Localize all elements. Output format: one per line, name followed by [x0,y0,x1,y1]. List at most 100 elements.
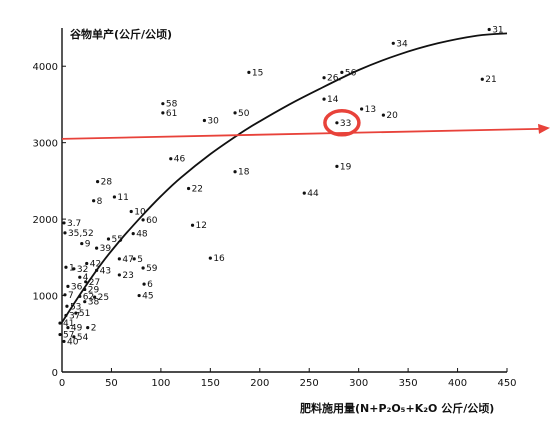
data-point: 12 [190,221,207,231]
point-label: 1 [69,263,75,273]
point-dot [83,300,87,304]
point-dot [117,257,121,261]
point-label: 54 [77,333,89,343]
y-tick-label: 1000 [33,292,58,303]
point-label: 48 [136,230,148,240]
point-dot [322,76,326,80]
point-dot [142,282,146,286]
point-dot [169,157,173,161]
point-label: 9 [85,240,91,250]
point-dot [58,321,62,325]
point-label: 45 [142,292,153,302]
data-point: 4 [78,273,89,283]
point-label: 4 [83,273,89,283]
annotations [61,109,550,140]
data-point: 56 [340,68,357,78]
point-label: 33 [340,119,351,129]
point-dot [65,304,69,308]
point-dot [66,284,70,288]
point-dot [190,223,195,227]
point-dot [161,102,165,106]
point-dot [247,70,251,74]
point-dot [141,218,145,222]
x-tick-label: 350 [399,378,418,389]
point-dot [92,199,96,203]
point-dot [161,111,165,115]
point-label: 61 [166,109,177,119]
data-point: 20 [381,111,398,121]
point-label: 56 [345,68,357,78]
point-label: 39 [100,244,112,254]
point-label: 10 [134,207,146,217]
axes [61,28,507,373]
point-label: 55 [111,235,122,245]
point-label: 47 [122,255,133,265]
x-tick-label: 150 [201,378,220,389]
point-label: 12 [196,221,207,231]
point-label: 51 [79,309,90,319]
point-dot [85,261,89,266]
data-point: 40 [62,337,79,347]
point-label: 22 [192,185,203,195]
point-dot [66,326,70,330]
point-label: 13 [365,105,376,115]
point-dot [137,293,141,298]
point-label: 25 [98,293,109,303]
data-point: 55 [106,235,123,245]
x-tick-label: 400 [448,378,467,389]
data-point: 15 [247,68,263,78]
point-label: 32 [77,265,88,275]
data-point: 31 [487,26,504,36]
y-tick-label: 4000 [33,62,58,73]
x-tick-label: 50 [105,378,118,389]
point-label: 50 [238,109,250,119]
point-label: 38 [88,298,100,308]
trend-curve-layer [61,32,508,323]
point-dot [132,257,136,261]
point-dot [93,295,97,299]
data-point: 62 [78,292,94,302]
data-point: 11 [112,193,129,203]
point-label: 3.7 [67,219,81,229]
point-label: 58 [166,100,178,110]
point-dot [62,221,66,225]
data-point: 47 [117,255,134,265]
x-tick-label: 250 [300,378,319,389]
point-dot [58,332,62,337]
point-label: 37 [69,311,80,321]
data-point: 44 [302,189,319,199]
data-point: 28 [96,178,112,188]
point-label: 53 [70,302,81,312]
data-point: 22 [186,185,203,195]
point-label: 20 [386,111,398,121]
point-dot [480,77,484,81]
highlight-ring [323,109,361,137]
point-dot [186,186,191,191]
data-point: 14 [322,95,339,105]
data-point: 53 [65,302,81,312]
point-dot [84,280,88,284]
point-dot [83,287,87,292]
point-dot [131,232,135,236]
y-tick-label: 3000 [33,139,58,150]
point-dot [302,191,306,195]
point-label: 34 [396,39,408,49]
data-point: 37 [64,311,80,321]
reference-arrowhead [538,123,550,134]
data-point: 5 [132,255,143,265]
point-dot [208,256,212,260]
point-label: 6 [147,280,153,290]
point-dot [335,164,339,168]
data-point: 7 [63,291,74,301]
x-tick-label: 200 [250,378,269,389]
point-label: 44 [307,189,319,199]
point-dot [112,195,117,199]
point-label: 28 [101,178,113,188]
y-axis-title: 谷物单产(公斤/公顷) [70,27,172,41]
data-point: 2 [86,324,96,334]
x-tick-label: 450 [497,378,516,389]
point-label: 62 [83,292,94,302]
trend-curve [61,32,508,323]
